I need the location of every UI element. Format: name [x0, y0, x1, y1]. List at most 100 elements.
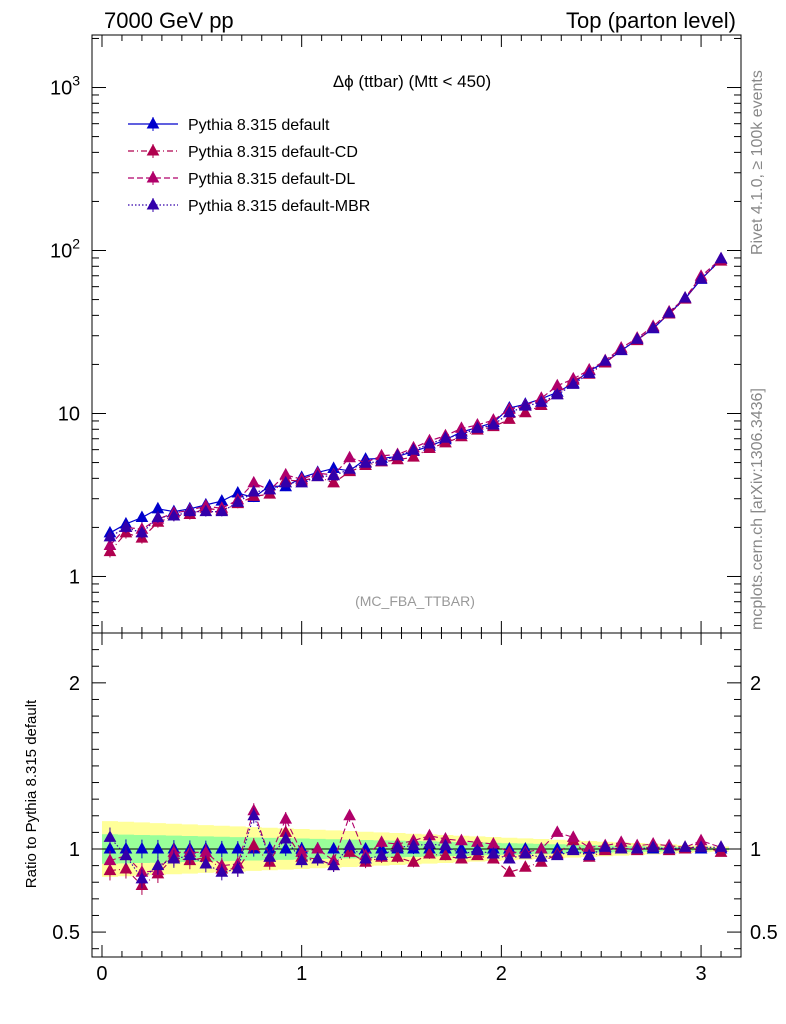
ratio-point [295, 853, 309, 866]
data-point [183, 504, 197, 517]
ratio-point [503, 865, 516, 877]
data-point [231, 495, 245, 507]
data-point [566, 377, 580, 389]
x-tick-label: 1 [296, 963, 307, 985]
data-point [407, 450, 420, 462]
ratio-point [231, 861, 245, 874]
data-point [391, 448, 404, 461]
data-point [135, 510, 149, 523]
data-point [407, 443, 420, 455]
legend-marker [146, 197, 160, 210]
ratio-point [279, 812, 293, 824]
chart-title: Δϕ (ttbar) (Mtt < 450) [333, 72, 491, 91]
data-point [359, 456, 372, 468]
data-point [471, 421, 484, 433]
series-line [109, 258, 722, 538]
ratio-point [714, 840, 728, 852]
series-2 [0, 0, 728, 882]
data-point [503, 405, 516, 418]
x-tick-label: 0 [96, 963, 107, 985]
data-point [119, 520, 133, 532]
data-point [455, 427, 468, 439]
ratio-y-tick-label-right: 0.5 [750, 922, 778, 944]
legend-label: Pythia 8.315 default-DL [188, 171, 355, 188]
data-point [694, 271, 708, 284]
ratio-point [614, 841, 628, 854]
ratio-point [646, 840, 660, 852]
data-point [375, 454, 388, 466]
ratio-point [103, 830, 117, 842]
data-point [199, 504, 213, 517]
data-point [614, 343, 628, 355]
ratio-point [343, 808, 356, 821]
ratio-point [455, 846, 468, 859]
ratio-point [423, 836, 436, 849]
data-point [503, 412, 516, 424]
ratio-point [151, 858, 165, 871]
ratio-point [135, 841, 149, 854]
series-0 [0, 0, 728, 859]
ratio-point [534, 850, 548, 862]
data-point [311, 469, 324, 482]
ratio-point [119, 861, 133, 874]
ratio-point [518, 860, 532, 872]
y-tick-label: 103 [50, 73, 80, 100]
data-point [518, 405, 532, 418]
ratio-point [439, 848, 452, 861]
ratio-point [375, 835, 388, 847]
ratio-point [311, 851, 324, 864]
ratio-point [327, 841, 340, 854]
data-point [714, 251, 728, 264]
data-point [550, 387, 564, 400]
data-point [295, 475, 309, 488]
series-1 [0, 0, 728, 895]
data-point [487, 417, 500, 430]
data-point [215, 504, 229, 517]
ratio-point [566, 830, 580, 842]
data-point [327, 468, 340, 481]
side-label-rivet: Rivet 4.1.0, ≥ 100k events [749, 70, 766, 255]
data-point [518, 399, 532, 411]
data-point [534, 395, 548, 407]
ratio-point [199, 856, 213, 869]
legend-label: Pythia 8.315 default [188, 117, 330, 134]
ratio-point [231, 841, 245, 854]
ratio-point [407, 838, 420, 851]
y-tick-label: 102 [50, 236, 80, 263]
data-point [103, 538, 117, 550]
ratio-point [247, 838, 261, 851]
axis-ticks: 0 1 2 3 1 10 102 103 0.5 0.5 1 1 2 2 [50, 35, 778, 985]
y-tick-label: 10 [58, 403, 80, 425]
ratio-y-axis-label: Ratio to Pythia 8.315 default [23, 699, 40, 888]
y-tick-label: 1 [69, 566, 80, 588]
data-point [662, 306, 676, 318]
ratio-point [471, 843, 484, 856]
data-point [103, 529, 117, 542]
ratio-point [582, 848, 596, 861]
ratio-point [662, 841, 676, 854]
legend-marker [146, 143, 160, 156]
series-line [109, 259, 722, 534]
ratio-point [518, 846, 532, 859]
ratio-point [151, 841, 165, 854]
ratio-point [279, 841, 293, 854]
header-right: Top (parton level) [566, 8, 736, 33]
data-point [630, 332, 644, 344]
ratio-point [215, 865, 229, 877]
ratio-point [630, 841, 644, 854]
ratio-point [183, 848, 197, 861]
ratio-point [375, 848, 388, 861]
data-series [0, 0, 728, 895]
ratio-point [263, 850, 277, 862]
ratio-y-tick-label: 1 [69, 839, 80, 861]
ratio-point [503, 851, 516, 864]
watermark: (MC_FBA_TTBAR) [355, 593, 475, 609]
series-3 [0, 0, 728, 889]
data-point [135, 525, 149, 538]
data-point [343, 450, 356, 463]
data-point [646, 321, 660, 333]
ratio-point [215, 841, 229, 854]
ratio-point [167, 851, 181, 864]
legend: Pythia 8.315 default Pythia 8.315 default… [128, 116, 370, 215]
